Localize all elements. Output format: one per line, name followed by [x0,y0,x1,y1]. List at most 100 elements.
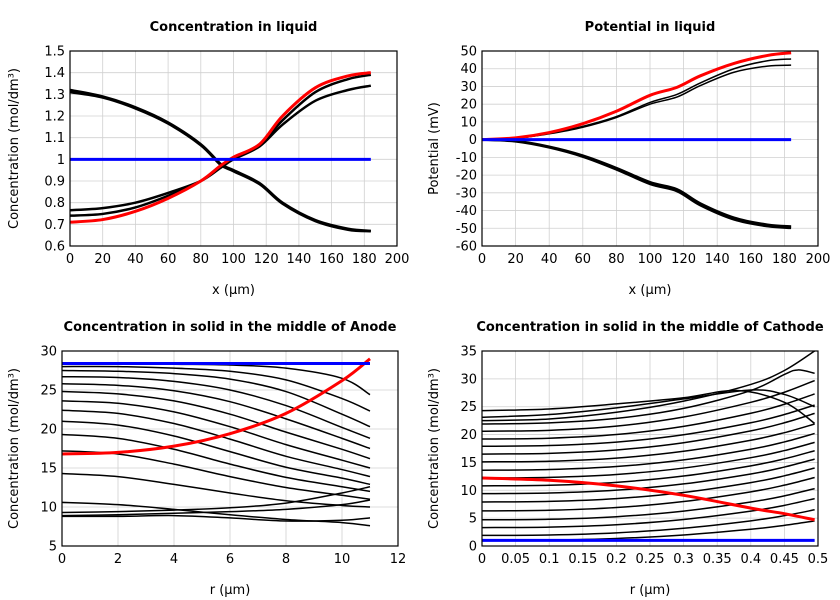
x-axis-label: r (µm) [210,583,251,598]
x-tick-label: 12 [390,552,407,567]
x-tick-label: 2 [114,552,122,567]
chart-title: Concentration in solid in the middle of … [476,320,824,335]
x-tick-label: 0.15 [568,552,597,567]
x-tick-label: 0.25 [636,552,665,567]
y-tick-label: 1.5 [44,45,65,60]
y-tick-label: 1.2 [44,110,65,125]
x-tick-label: 0.3 [673,552,694,567]
x-tick-label: 200 [806,252,831,267]
series-line-black [61,485,371,514]
y-tick-label: 25 [40,384,57,399]
x-tick-label: 160 [738,252,763,267]
x-tick-label: 4 [170,552,178,567]
x-tick-label: 120 [671,252,696,267]
y-tick-label: 0.8 [44,196,65,211]
plot-frame [69,50,398,247]
series-line-black [481,379,815,432]
x-tick-label: 0.1 [539,552,560,567]
series-line-black [481,476,815,512]
series-line-black [61,433,371,493]
y-tick-label: 30 [460,80,477,95]
series-line-black [69,90,371,233]
series-line-black [61,514,371,522]
subplot-2: 0 20 40 60 80 100 120 140 160 180 200-60-50-40-30-… [427,20,830,298]
x-tick-label: 0.5 [808,552,829,567]
x-tick-label: 60 [575,252,592,267]
y-axis-label: Concentration (mol/dm³) [7,368,22,529]
series-line-black [481,423,815,463]
x-tick-label: 20 [507,252,524,267]
series-line-black [61,472,371,508]
x-tick-label: 180 [772,252,797,267]
series-line-black [481,450,815,487]
y-tick-label: -40 [456,204,477,219]
series-line-black [69,84,372,212]
x-axis-label: x (µm) [212,283,255,298]
y-tick-label: -30 [456,186,477,201]
y-tick-label: 0 [469,540,477,555]
x-tick-label: 100 [638,252,663,267]
y-tick-label: 20 [460,98,477,113]
series-line-black [481,458,815,495]
y-tick-label: 25 [460,400,477,415]
plot-frame [61,350,399,547]
series-line-black [481,509,815,537]
x-tick-label: 10 [334,552,351,567]
series-line-black [481,412,815,455]
series-line-black [61,375,371,440]
x-tick-label: 140 [286,252,311,267]
chart-title: Concentration in liquid [150,20,318,35]
x-tick-label: 160 [319,252,344,267]
x-tick-label: 200 [385,252,410,267]
y-tick-label: -50 [456,222,477,237]
x-tick-label: 80 [608,252,625,267]
plot-frame [481,50,819,247]
y-tick-label: -60 [456,240,477,255]
y-tick-label: 10 [460,115,477,130]
x-tick-label: 8 [282,552,290,567]
subplot-1: 0 20 40 60 80 100 120 140 160 180 200 0.6 0.7 0.8 0.9 1… [7,20,409,298]
plot-frame [481,350,819,547]
y-tick-label: 1.4 [44,66,65,81]
x-tick-label: 180 [352,252,377,267]
series-line-black [481,369,815,425]
series-line-black [61,501,371,527]
x-tick-label: 60 [160,252,177,267]
series-line-black [61,365,371,412]
y-tick-label: 0 [469,133,477,148]
y-tick-label: 0.6 [44,240,65,255]
series-line-black [61,369,371,428]
x-tick-label: 0.2 [606,552,627,567]
series-line-black [61,400,371,469]
series-line-black [481,441,815,479]
y-tick-label: 20 [460,428,477,443]
y-tick-label: 5 [469,512,477,527]
y-tick-label: 15 [460,456,477,471]
series-line-black [61,390,371,460]
y-axis-label: Concentration (mol/dm³) [427,368,442,529]
series-line-red [481,51,792,142]
chart-title: Potential in liquid [585,20,716,35]
x-tick-label: 0.4 [740,552,761,567]
y-tick-label: 20 [40,423,57,438]
x-tick-label: 0.35 [703,552,732,567]
y-tick-label: 50 [460,45,477,60]
series-line-black [481,389,816,425]
y-tick-label: 0.9 [44,175,65,190]
y-tick-label: 1 [57,153,65,168]
series-line-black [481,467,815,503]
series-line-black [481,497,815,529]
x-tick-label: 20 [94,252,111,267]
x-tick-label: 80 [193,252,210,267]
y-tick-label: 35 [460,345,477,360]
series-line-black [481,393,815,440]
y-tick-label: 0.7 [44,218,65,233]
subplot-3: 0 2 4 6 8 10 12 5 10 15 20 25 30 Concentration in sol… [7,320,406,598]
x-axis-label: r (µm) [630,583,671,598]
series-line-black [61,420,371,486]
x-tick-label: 140 [705,252,730,267]
series-line-red [69,71,372,224]
x-tick-label: 0.45 [770,552,799,567]
x-tick-label: 100 [221,252,246,267]
y-tick-label: -20 [456,169,477,184]
